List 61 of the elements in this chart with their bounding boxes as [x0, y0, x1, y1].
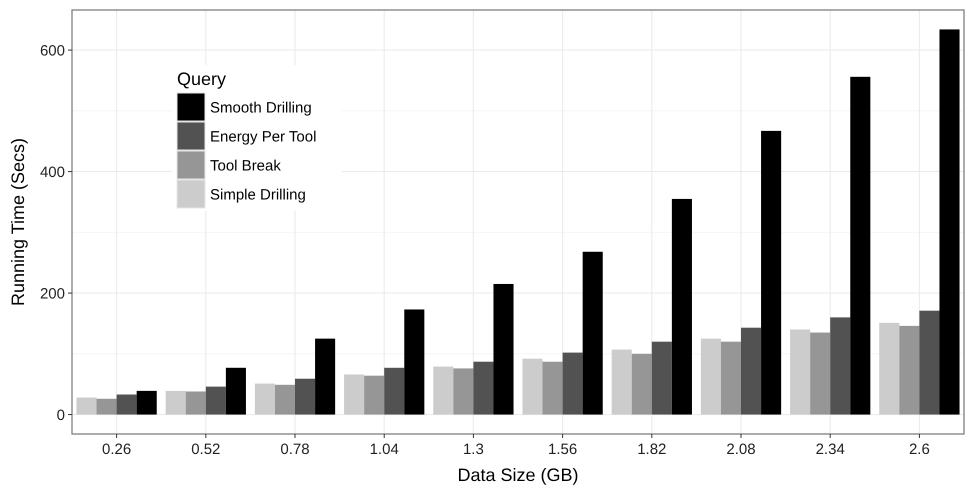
legend-title: Query — [177, 69, 226, 89]
bar — [939, 29, 960, 415]
bar — [364, 376, 384, 415]
bar — [672, 198, 692, 415]
y-axis-title: Running Time (Secs) — [8, 138, 28, 306]
legend-label: Simple Drilling — [210, 186, 306, 204]
bar — [522, 358, 543, 415]
bar — [850, 76, 870, 415]
bar — [186, 391, 206, 415]
x-tick-label: 0.52 — [191, 441, 220, 458]
y-tick-label: 400 — [40, 164, 65, 181]
bar — [761, 130, 782, 415]
bar — [116, 394, 137, 415]
bar — [315, 338, 336, 415]
x-axis-title: Data Size (GB) — [457, 465, 579, 485]
x-tick-label: 1.04 — [370, 441, 399, 458]
bar — [96, 398, 117, 415]
x-tick-label: 0.78 — [280, 441, 310, 458]
bar — [652, 342, 672, 415]
bar — [741, 328, 762, 415]
bar — [473, 362, 494, 415]
bar — [562, 352, 583, 415]
x-tick-label: 1.56 — [548, 441, 578, 458]
bar — [582, 252, 603, 415]
y-tick-label: 600 — [40, 42, 65, 60]
bar — [919, 310, 940, 415]
bar — [810, 332, 830, 415]
bar — [433, 366, 454, 415]
bar — [493, 284, 514, 415]
bar — [700, 338, 721, 415]
x-tick-label: 0.26 — [102, 441, 132, 458]
x-tick-label: 2.08 — [726, 441, 756, 458]
bar — [720, 342, 741, 415]
bar — [404, 309, 424, 415]
bar — [384, 368, 404, 415]
y-tick-label: 200 — [40, 285, 65, 302]
bar — [254, 384, 275, 415]
y-tick-label: 0 — [56, 406, 65, 424]
bar — [632, 354, 652, 415]
x-tick-label: 2.34 — [816, 441, 845, 458]
legend-label: Tool Break — [210, 157, 282, 174]
bar — [344, 374, 364, 415]
bar — [830, 317, 850, 415]
bar — [612, 350, 632, 415]
bar — [790, 330, 810, 415]
legend-label: Energy Per Tool — [210, 128, 316, 146]
x-tick-label: 2.6 — [908, 441, 930, 458]
bar — [226, 368, 246, 415]
bar — [879, 322, 900, 415]
x-tick-label: 1.82 — [637, 441, 666, 458]
x-tick-label: 1.3 — [462, 441, 484, 458]
bar — [542, 362, 563, 415]
bar — [295, 378, 316, 415]
bar — [899, 326, 920, 415]
legend-label: Smooth Drilling — [210, 99, 312, 116]
bar — [76, 398, 97, 415]
bar — [206, 386, 226, 415]
bar — [166, 390, 186, 415]
bar — [136, 390, 157, 415]
bar — [274, 384, 295, 415]
bar — [453, 368, 474, 415]
